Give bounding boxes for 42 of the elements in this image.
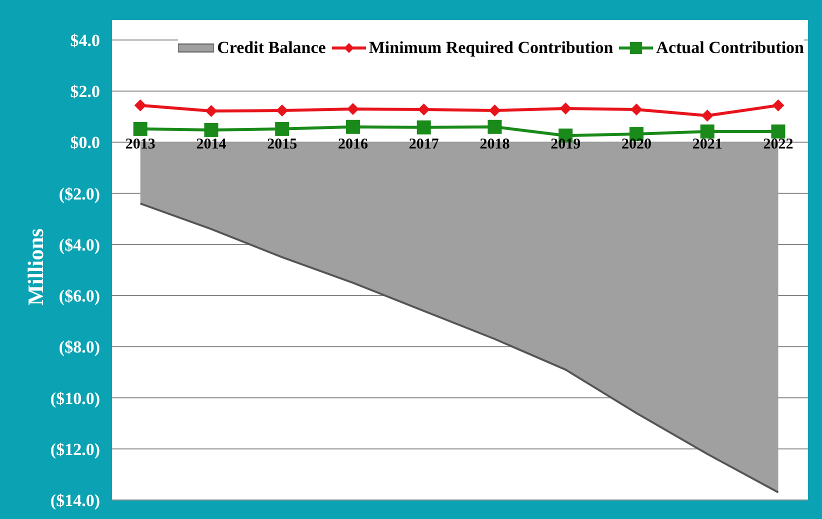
legend-label: Credit Balance (217, 38, 326, 58)
x-tick-label: 2017 (408, 136, 440, 153)
y-tick-label: ($12.0) (50, 440, 100, 459)
point (416, 120, 431, 134)
point (560, 102, 572, 114)
x-tick-label: 2014 (196, 136, 227, 153)
x-tick-label: 2020 (621, 136, 652, 153)
y-tick-label: $4.0 (70, 31, 100, 50)
point (204, 122, 218, 137)
y-axis-title: Millions (23, 228, 49, 306)
x-tick-label: 2018 (480, 136, 510, 153)
point (772, 99, 784, 112)
y-tick-label: ($10.0) (50, 388, 100, 408)
y-tick-label: ($4.0) (58, 235, 100, 254)
point (133, 122, 148, 136)
point (346, 103, 359, 115)
point (701, 110, 714, 122)
point (134, 99, 146, 112)
y-tick-label: $2.0 (70, 82, 100, 102)
point (630, 104, 642, 116)
point (700, 124, 714, 138)
y-tick-label: ($14.0) (50, 491, 100, 510)
point (488, 120, 502, 134)
x-tick-label: 2013 (125, 136, 156, 153)
y-tick-label: ($8.0) (58, 338, 100, 357)
point (205, 105, 218, 118)
x-tick-label: 2021 (692, 136, 722, 153)
legend-label: Minimum Required Contribution (368, 38, 614, 58)
y-tick-label: $0.0 (70, 133, 100, 152)
x-tick-label: 2015 (267, 136, 298, 153)
point (275, 122, 290, 136)
point (771, 124, 786, 138)
point (418, 104, 430, 116)
x-tick-label: 2022 (763, 136, 794, 153)
x-tick-label: 2016 (338, 136, 368, 153)
x-tick-label: 2019 (550, 136, 581, 153)
legend-label: Actual Contribution (656, 38, 804, 58)
point (346, 120, 360, 134)
point (488, 104, 501, 117)
y-tick-label: ($2.0) (58, 184, 100, 204)
point (276, 104, 288, 117)
y-tick-label: ($6.0) (58, 286, 100, 306)
